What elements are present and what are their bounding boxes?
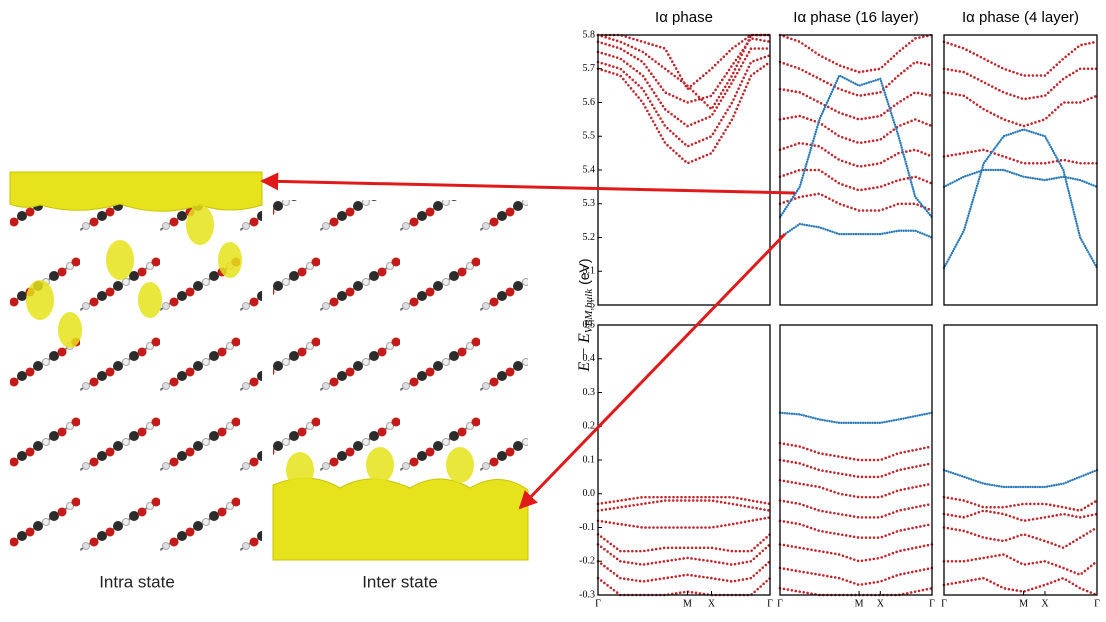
panel-frame — [598, 35, 770, 305]
band-line — [598, 578, 770, 595]
x-tick-label: X — [708, 598, 716, 609]
arrow — [520, 234, 785, 508]
y-tick-label: 5.4 — [583, 164, 596, 175]
band-line — [944, 555, 1097, 575]
band-line — [944, 170, 1097, 187]
x-tick-label: X — [877, 598, 885, 609]
band-line — [944, 497, 1097, 511]
band-line — [780, 413, 932, 423]
x-tick-label: M — [683, 598, 692, 609]
band-line — [944, 150, 1097, 164]
x-tick-label: Γ — [1094, 598, 1100, 609]
y-tick-label: 5.2 — [583, 232, 596, 243]
x-tick-label: M — [1019, 598, 1028, 609]
intra-state-image — [10, 172, 262, 575]
panel-frame — [944, 325, 1097, 595]
y-tick-label: 5.6 — [583, 97, 596, 108]
band-line — [780, 568, 932, 585]
band-line — [780, 224, 932, 238]
band-line — [944, 578, 1097, 595]
band-line — [780, 116, 932, 143]
x-tick-label: Γ — [595, 598, 601, 609]
band-line — [598, 534, 770, 551]
band-line — [780, 143, 932, 167]
band-line — [944, 69, 1097, 99]
band-line — [944, 528, 1097, 548]
y-tick-label: 0.3 — [583, 387, 596, 398]
y-tick-label: 5.7 — [583, 63, 596, 74]
band-line — [944, 511, 1097, 521]
band-line — [780, 35, 932, 72]
y-tick-label: -0.2 — [579, 556, 595, 567]
y-tick-label: 0.4 — [583, 353, 596, 364]
band-line — [780, 460, 932, 477]
figure: Intra state Inter state E − EVBM,bulk(eV… — [0, 0, 1106, 622]
band-line — [944, 470, 1097, 487]
y-tick-label: 5 — [590, 299, 595, 310]
band-line — [780, 521, 932, 538]
band-panels: 5 5.1 5.2 5.3 5.4 5.5 5.6 5.7 5.8 Iα phase Iα phas… — [579, 9, 1100, 609]
band-line — [780, 544, 932, 561]
y-tick-label: -0.3 — [579, 589, 595, 600]
band-line — [598, 517, 770, 527]
band-line — [780, 62, 932, 96]
panel-title: Iα phase (4 layer) — [962, 9, 1079, 26]
y-tick-label: 0.0 — [583, 488, 596, 499]
band-line — [780, 480, 932, 497]
band-line — [598, 49, 770, 127]
page: {"figure": {"ylabel": "E − E", "ylabel_s… — [0, 0, 1106, 622]
panel-title: Iα phase — [655, 9, 713, 26]
x-tick-label: Γ — [767, 598, 773, 609]
band-line — [944, 42, 1097, 76]
band-line — [598, 501, 770, 511]
arrow — [262, 181, 795, 193]
band-line — [944, 92, 1097, 126]
band-line — [780, 194, 932, 211]
y-tick-label: 0.1 — [583, 454, 596, 465]
y-tick-label: 5.1 — [583, 266, 596, 277]
x-tick-label: M — [855, 598, 864, 609]
band-line — [780, 501, 932, 518]
panel-frame — [780, 325, 932, 595]
band-line — [598, 561, 770, 581]
panel-title: Iα phase (16 layer) — [793, 9, 918, 26]
band-line — [780, 588, 932, 595]
band-line — [944, 130, 1097, 268]
panel-frame — [598, 325, 770, 595]
y-tick-label: 5.5 — [583, 131, 596, 142]
x-tick-label: Γ — [929, 598, 935, 609]
image-caption: Inter state — [362, 572, 438, 591]
band-line — [780, 443, 932, 460]
y-tick-label: -0.1 — [579, 522, 595, 533]
y-tick-label: 0.5 — [583, 319, 596, 330]
band-line — [780, 89, 932, 119]
image-caption: Intra state — [99, 572, 175, 591]
x-tick-label: Γ — [777, 598, 783, 609]
x-tick-label: X — [1041, 598, 1049, 609]
x-tick-label: Γ — [941, 598, 947, 609]
y-tick-label: 5.8 — [583, 29, 596, 40]
inter-state-image — [273, 200, 528, 560]
y-tick-label: 5.3 — [583, 198, 596, 209]
y-tick-label: 0.2 — [583, 421, 596, 432]
